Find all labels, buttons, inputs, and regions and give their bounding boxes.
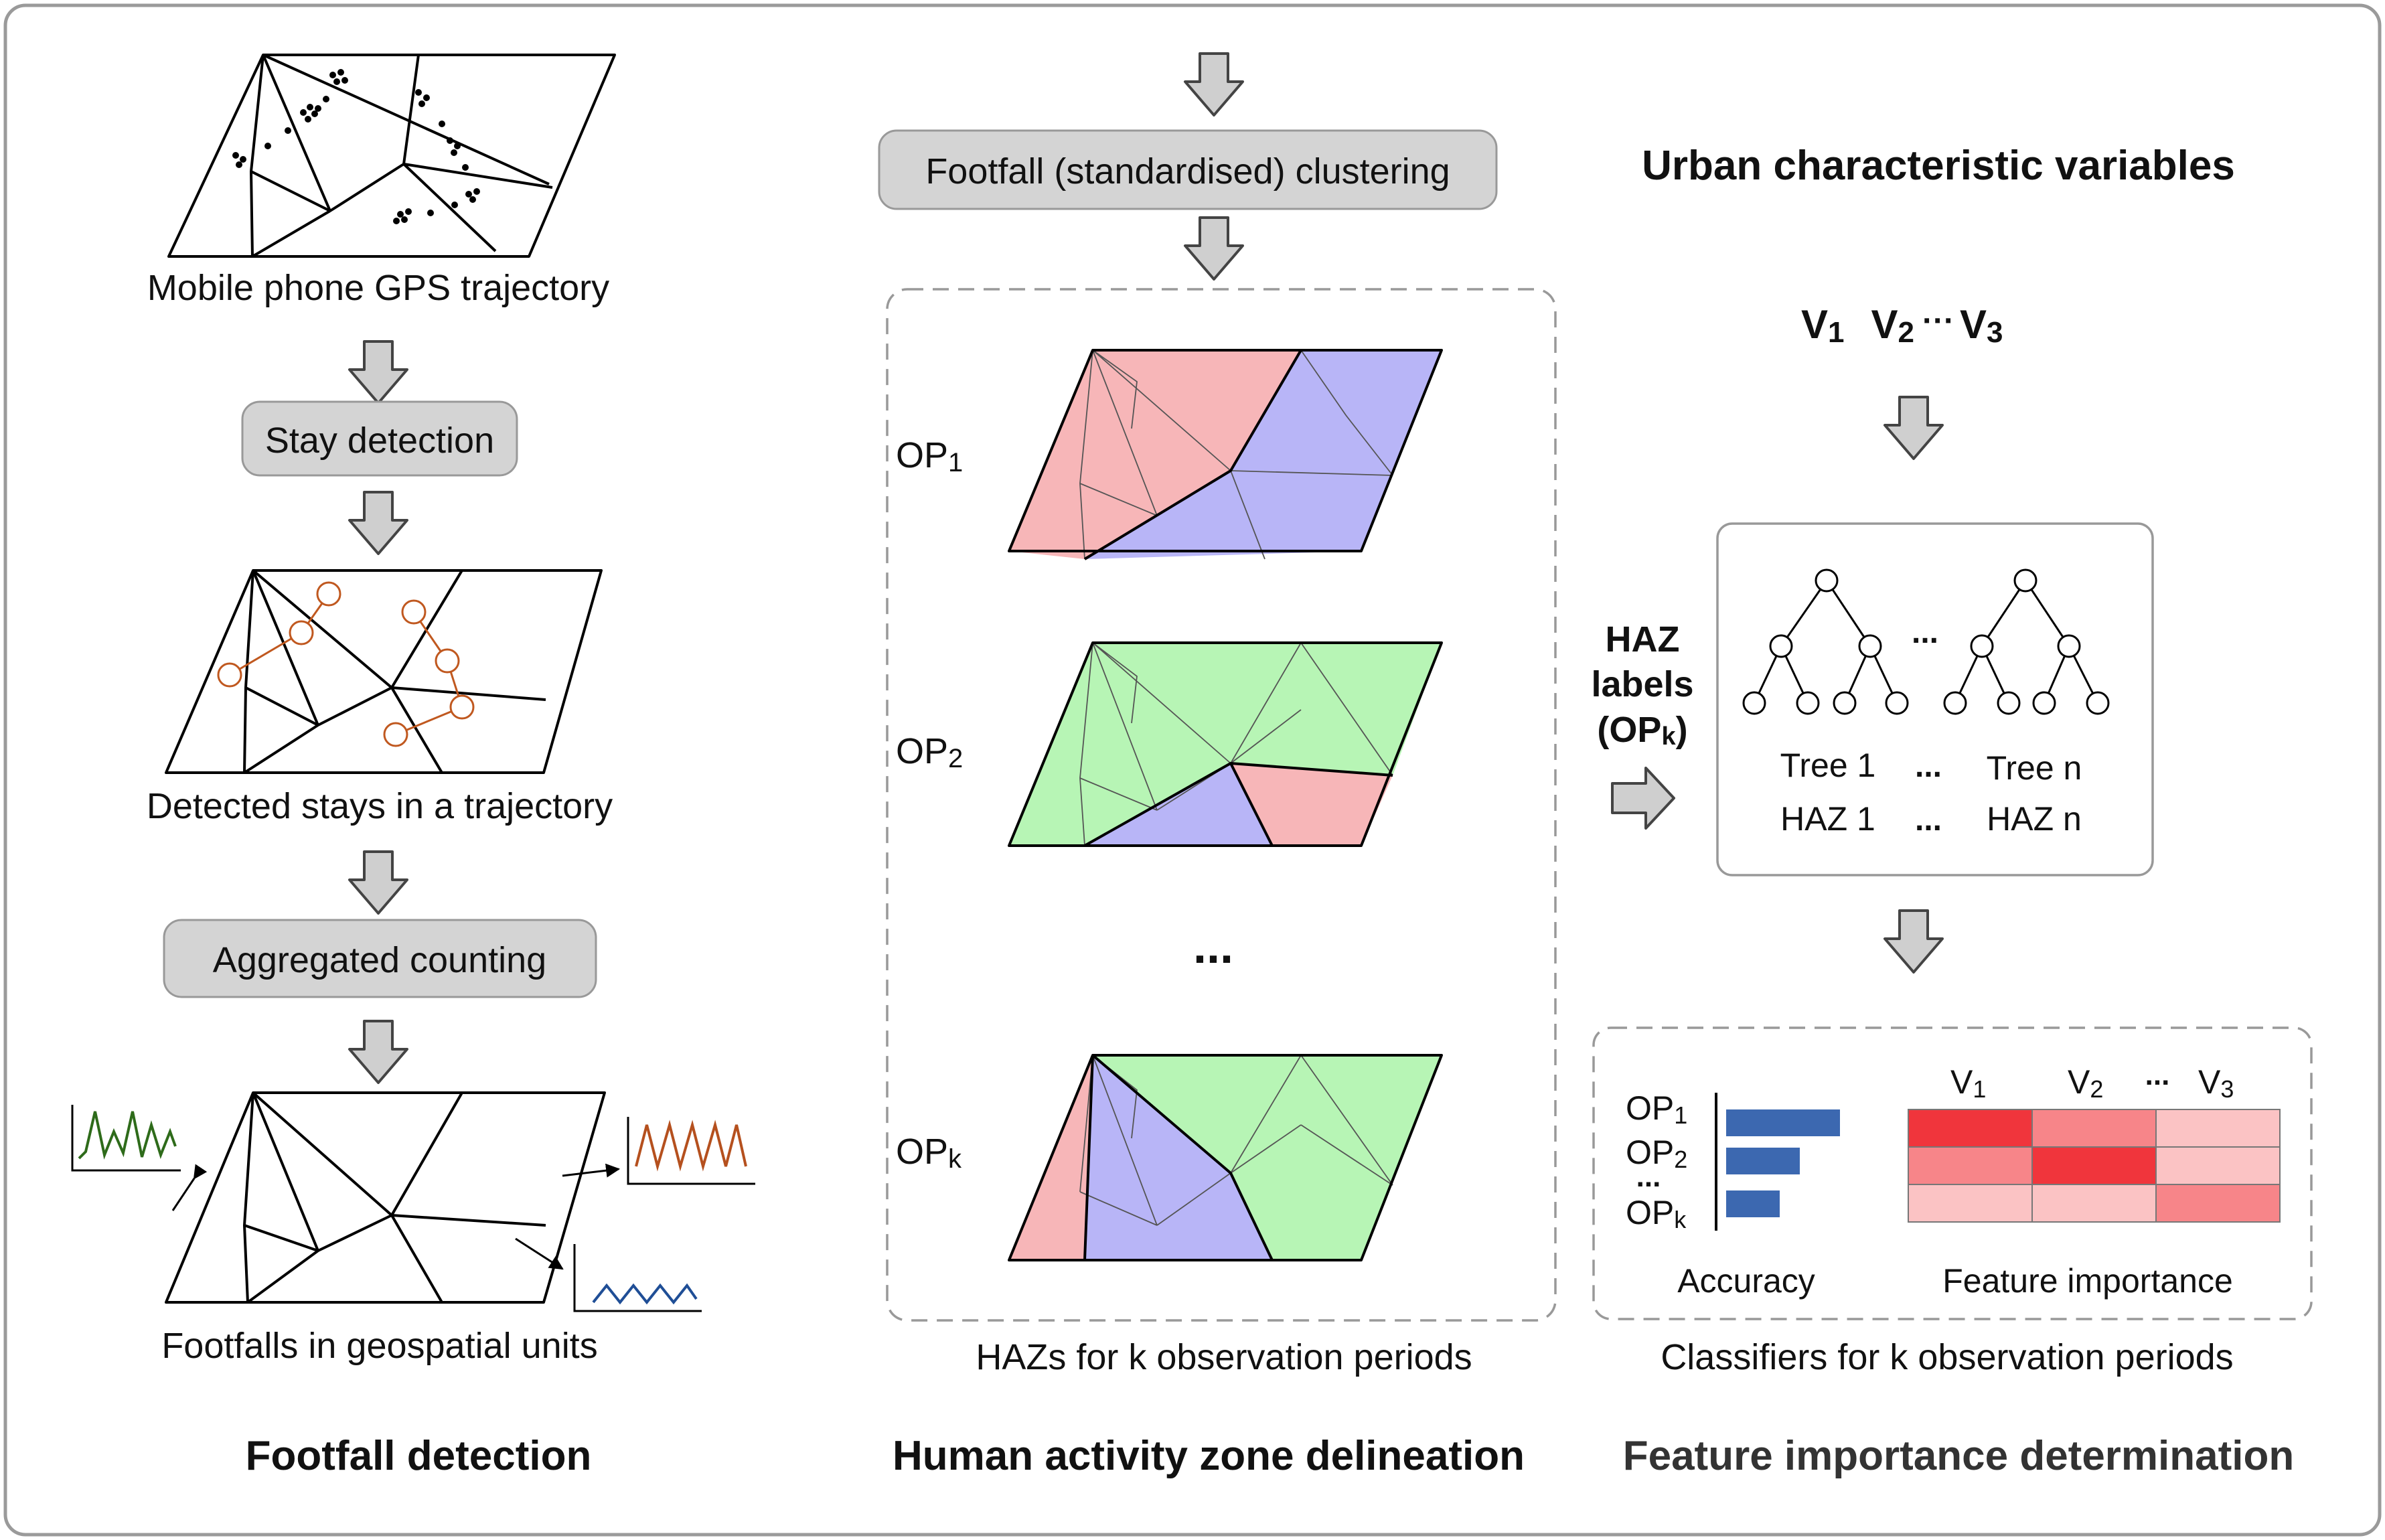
series-line-green [78, 1111, 177, 1160]
feature-importance-column: Urban characteristic variables V1 V2 ··· V3… [1591, 143, 2313, 1479]
importance-cell [2031, 1146, 2157, 1185]
footfall-detection-title: Footfall detection [246, 1433, 592, 1479]
clustering-box [878, 129, 1498, 210]
haz-right-arrow [1611, 767, 1675, 830]
haz-map-opk [1008, 1054, 1443, 1261]
opk-label: OPk [896, 1132, 962, 1174]
detected-stays-label: Detected stays in a trajectory [147, 786, 613, 826]
tree-1-label: Tree 1 [1780, 747, 1876, 784]
footfall-detection-column: Mobile phone GPS trajectory Stay detecti… [71, 54, 755, 1479]
accuracy-bar [1726, 1109, 1840, 1136]
accuracy-bar [1726, 1190, 1780, 1217]
haz-delineation-title: Human activity zone delineation [893, 1433, 1525, 1479]
urban-variables-heading: Urban characteristic variables [1642, 143, 2235, 189]
importance-col-v2: V2 [2068, 1063, 2103, 1103]
accuracy-row-opk: OPk [1626, 1194, 1687, 1233]
tree-1 [1742, 568, 1909, 715]
haz-labels-line1: HAZ [1606, 619, 1680, 660]
haz-labels-line3: (OPk) [1597, 710, 1687, 751]
importance-cell [1908, 1184, 2033, 1223]
importance-cell [2155, 1184, 2281, 1223]
tree-dots: ... [1912, 615, 1938, 650]
op2-label: OP2 [896, 731, 963, 773]
series-line-orange [635, 1120, 747, 1172]
tree-n-label: Tree n [1987, 749, 2082, 787]
haz-dashed-frame [886, 288, 1557, 1322]
accuracy-bar [1726, 1148, 1800, 1174]
footfall-series-blue [515, 1237, 702, 1312]
clustering-label: Footfall (standardised) clustering [925, 151, 1450, 191]
importance-label: Feature importance [1942, 1262, 2233, 1300]
aggregated-counting-label: Aggregated counting [213, 940, 546, 980]
haz-labels-line2: labels [1591, 664, 1693, 704]
series-line-blue [592, 1283, 698, 1305]
accuracy-label: Accuracy [1677, 1262, 1815, 1300]
random-forest-box [1716, 522, 2154, 876]
footfall-units-mesh [165, 1091, 606, 1304]
accuracy-row-dots: ... [1636, 1160, 1661, 1193]
classifiers-caption: Classifiers for k observation periods [1661, 1337, 2233, 1377]
footfalls-label: Footfalls in geospatial units [161, 1326, 597, 1366]
feature-importance-chart: V1 V2 ... V3 Feature importance [1908, 1059, 2281, 1300]
haz-delineation-column: Footfall (standardised) clustering OP1 O… [878, 52, 1557, 1479]
aggregated-counting-box [163, 919, 597, 998]
gps-points [232, 69, 480, 224]
importance-cell [2155, 1109, 2281, 1148]
tree-label-dots: ... [1915, 749, 1942, 784]
importance-cell [1908, 1109, 2033, 1148]
variables-row: V1 V2 ··· V3 [1801, 302, 2003, 349]
importance-cell [1908, 1146, 2033, 1185]
gps-trajectory-label: Mobile phone GPS trajectory [147, 268, 609, 308]
importance-cell [2031, 1184, 2157, 1223]
feature-importance-title: Feature importance determination [1623, 1433, 2295, 1479]
stay-detection-box [241, 400, 518, 477]
haz-1-label: HAZ 1 [1780, 800, 1875, 838]
importance-col-v1: V1 [1950, 1063, 1986, 1103]
detected-stays-mesh [165, 569, 603, 774]
haz-label-dots: ... [1915, 802, 1942, 838]
haz-map-op2 [1008, 641, 1443, 847]
importance-col-dots: ... [2145, 1059, 2170, 1091]
op-ellipsis: ... [1193, 920, 1233, 974]
accuracy-chart: OP1 OP2 ... OPk Accuracy [1626, 1089, 1840, 1300]
outer-frame [3, 3, 2382, 1537]
importance-col-v3: V3 [2198, 1063, 2234, 1103]
haz-map-op1 [1008, 349, 1443, 560]
stay-detection-label: Stay detection [265, 420, 494, 461]
tree-n [1943, 568, 2110, 715]
gps-trajectory-mesh [167, 54, 616, 258]
haz-caption: HAZs for k observation periods [976, 1337, 1472, 1377]
importance-cell [2031, 1109, 2157, 1148]
footfall-series-green [71, 1105, 208, 1211]
accuracy-row-op1: OP1 [1626, 1089, 1687, 1129]
op1-label: OP1 [896, 435, 963, 477]
results-dashed-frame [1592, 1026, 2313, 1320]
haz-n-label: HAZ n [1987, 800, 2082, 838]
stay-trajectory [217, 581, 475, 747]
footfall-series-orange [562, 1117, 755, 1185]
accuracy-row-op2: OP2 [1626, 1134, 1687, 1173]
importance-cell [2155, 1146, 2281, 1185]
